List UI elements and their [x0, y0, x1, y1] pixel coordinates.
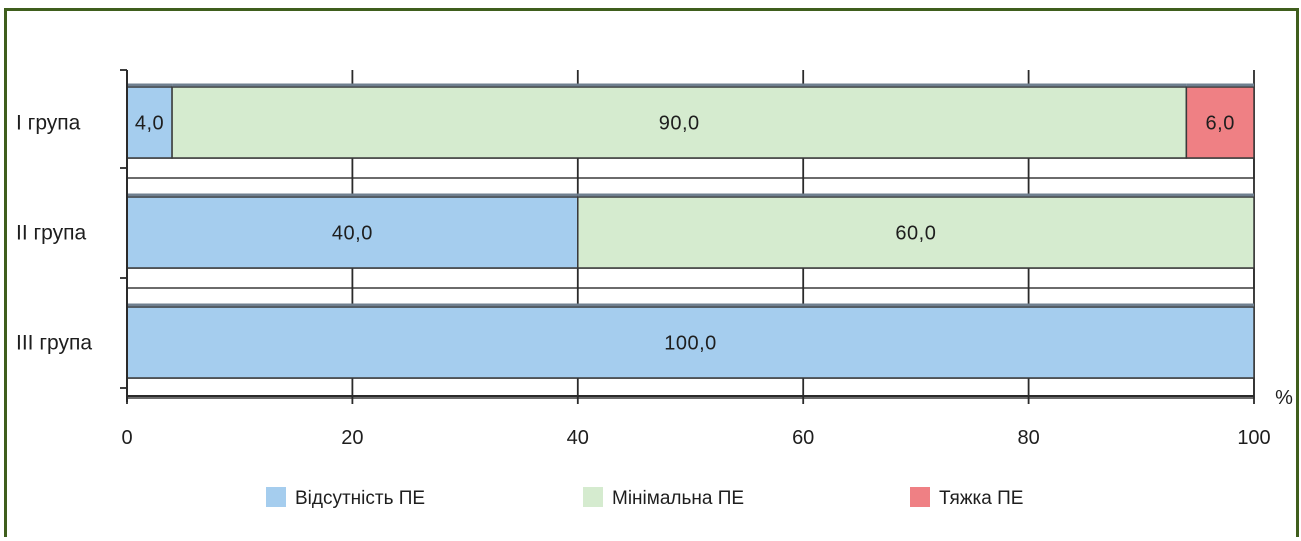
bar-value-label: 4,0 [135, 113, 164, 135]
bar-value-label: 40,0 [332, 223, 373, 245]
x-tick-label: 0 [121, 427, 132, 449]
category-label: III група [16, 332, 92, 355]
legend-label: Відсутність ПЕ [295, 488, 425, 509]
bar-value-label: 90,0 [659, 113, 700, 135]
bars-layer [126, 83, 1255, 379]
x-axis-unit-label: % [1275, 387, 1293, 409]
bar-value-label: 60,0 [895, 223, 936, 245]
x-tick-label: 60 [792, 427, 814, 449]
bar-segment [126, 306, 1255, 379]
category-label: I група [16, 112, 81, 135]
legend: Відсутність ПЕ Мінімальна ПЕ Тяжка ПЕ [266, 487, 1023, 509]
bar-segment [171, 86, 1188, 159]
x-tick-label: 20 [341, 427, 363, 449]
legend-swatch [910, 487, 930, 507]
x-tick-label: 100 [1237, 427, 1270, 449]
legend-swatch [583, 487, 603, 507]
bar-segment [126, 86, 173, 159]
row-separator-band [126, 157, 1255, 179]
x-tick-label: 40 [567, 427, 589, 449]
legend-label: Мінімальна ПЕ [612, 488, 744, 509]
bar-value-label: 6,0 [1206, 113, 1235, 135]
row-separator-band [126, 267, 1255, 289]
axis-layer [120, 69, 1255, 404]
x-tick-label: 80 [1017, 427, 1039, 449]
category-label: II група [16, 222, 86, 245]
bar-segment [577, 196, 1255, 269]
legend-label: Тяжка ПЕ [939, 488, 1023, 509]
bar-segment [1185, 86, 1255, 159]
bar-value-label: 100,0 [664, 333, 717, 355]
labels-layer: 4,0 90,0 6,0 I група 40,0 60,0 II група 100,0 II… [16, 112, 1271, 450]
bar-segment [126, 196, 579, 269]
legend-swatch [266, 487, 286, 507]
